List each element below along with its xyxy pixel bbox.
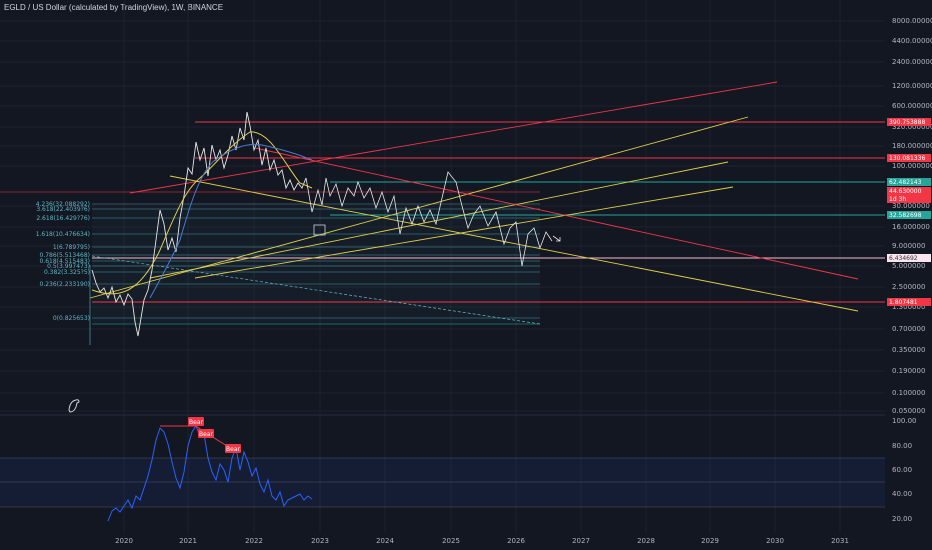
fib-level-label: 2.618(16.429?76) xyxy=(36,215,90,222)
svg-text:Bear: Bear xyxy=(226,446,240,453)
fib-level-label: 1(6.789795) xyxy=(53,244,90,251)
price-axis-label: 100.000000 xyxy=(892,162,932,170)
price-axis-label: 600.000000 xyxy=(892,102,932,110)
rsi-bear-tags: Bear Bear Bear xyxy=(188,417,241,453)
price-axis-label: 5.000000 xyxy=(892,262,925,270)
time-axis-label: 2025 xyxy=(442,537,460,545)
price-axis-label: 9.000000 xyxy=(892,242,925,250)
time-axis-label: 2031 xyxy=(831,537,849,545)
fib-level-label: 0.5(3.997473) xyxy=(47,263,90,270)
price-series[interactable] xyxy=(91,111,561,337)
price-tag xyxy=(887,118,931,126)
bear-tag xyxy=(198,429,214,438)
price-tag xyxy=(887,254,931,262)
rsi-axis-label: 20.00 xyxy=(892,515,912,523)
horizontal-levels[interactable] xyxy=(0,121,885,303)
price-axis-label: 0.190000 xyxy=(892,367,925,375)
time-axis-label: 2020 xyxy=(115,537,133,545)
price-tag xyxy=(887,154,931,162)
time-axis-label: 2026 xyxy=(507,537,525,545)
price-axis-label: 0.050000 xyxy=(892,407,925,415)
price-tag-label: 1d 3h xyxy=(889,196,906,203)
fib-level-label: 0(0.825653) xyxy=(53,315,90,322)
time-axis[interactable]: 2020 2021 2022 2023 2024 2025 2026 2027 2028 2029… xyxy=(115,537,849,545)
fib-level-label: 0.618(4.515483) xyxy=(40,258,91,265)
price-axis-label: 16.000000 xyxy=(892,223,930,231)
price-axis[interactable]: 8000.000000 4400.000000 2400.000000 1200.00… xyxy=(892,17,932,415)
trend-lines[interactable] xyxy=(89,81,859,345)
price-axis-label: 1200.000000 xyxy=(892,82,932,90)
price-tag xyxy=(887,195,931,203)
time-axis-label: 2021 xyxy=(179,537,197,545)
price-axis-label: 30.000000 xyxy=(892,202,930,210)
chart-grid xyxy=(0,0,885,533)
bear-tag xyxy=(188,417,204,426)
price-axis-label: 0.350000 xyxy=(892,346,925,354)
time-axis-label: 2029 xyxy=(701,537,719,545)
chart-title: EGLD / US Dollar (calculated by TradingV… xyxy=(4,3,224,12)
rsi-axis-label: 40.00 xyxy=(892,490,912,498)
tradingview-logo-icon xyxy=(68,399,80,413)
price-tag xyxy=(887,187,931,195)
price-tag-label: 6.434692 xyxy=(889,255,918,262)
price-tag-label: 62.482143 xyxy=(889,179,922,186)
time-axis-label: 2027 xyxy=(572,537,590,545)
svg-text:Bear: Bear xyxy=(199,431,213,438)
time-axis-label: 2024 xyxy=(376,537,394,545)
fib-level-label: 0.786(5.513468) xyxy=(40,252,91,259)
price-axis-label: 2.500000 xyxy=(892,283,925,291)
bear-tag xyxy=(225,444,241,453)
price-axis-label: 180.000000 xyxy=(892,142,932,150)
time-axis-label: 2028 xyxy=(637,537,655,545)
fib-level-label: 0.236(2.233190) xyxy=(40,281,91,288)
fib-retracement[interactable]: 4.236(32.088292)3.618(22.4039?6) 2.618(16… xyxy=(36,201,540,325)
price-axis-label: 8000.000000 xyxy=(892,17,932,25)
price-tags: 390.753888 130.081336 62.482143 44.6300001d… xyxy=(887,118,931,306)
rsi-axis-label: 80.00 xyxy=(892,442,912,450)
fib-level-label: 4.236(32.088292) xyxy=(36,201,90,208)
svg-text:Bear: Bear xyxy=(189,419,203,426)
price-axis-label: 2400.000000 xyxy=(892,58,932,66)
fib-level-label: 1.618(10.476634) xyxy=(36,231,90,238)
time-axis-label: 2022 xyxy=(245,537,263,545)
price-axis-label: 0.100000 xyxy=(892,389,925,397)
price-tag xyxy=(887,211,931,219)
price-axis-label: 0.700000 xyxy=(892,325,925,333)
price-tag-label: 44.630000 xyxy=(889,188,922,195)
price-tag xyxy=(887,178,931,186)
price-axis-label: 1.300000 xyxy=(892,303,925,311)
rsi-axis-label: 60.00 xyxy=(892,466,912,474)
price-tag-label: 130.081336 xyxy=(889,155,925,162)
price-tag-label: 390.753888 xyxy=(889,119,925,126)
price-tag-label: 32.582698 xyxy=(889,212,922,219)
fib-level-label: 3.618(22.4039?6) xyxy=(36,206,90,213)
fib-level-label: 0.382(3.325?5) xyxy=(44,269,90,276)
time-axis-label: 2023 xyxy=(311,537,329,545)
rsi-pane[interactable] xyxy=(0,424,885,522)
price-axis-label: 320.000000 xyxy=(892,123,932,131)
time-axis-label: 2030 xyxy=(766,537,784,545)
rsi-axis-label: 100.00 xyxy=(892,417,917,425)
rsi-axis[interactable]: 100.00 80.00 60.00 40.00 20.00 xyxy=(892,417,917,523)
price-tag xyxy=(887,298,931,306)
price-axis-label: 4400.000000 xyxy=(892,37,932,45)
price-tag-label: 1.807481 xyxy=(889,299,918,306)
